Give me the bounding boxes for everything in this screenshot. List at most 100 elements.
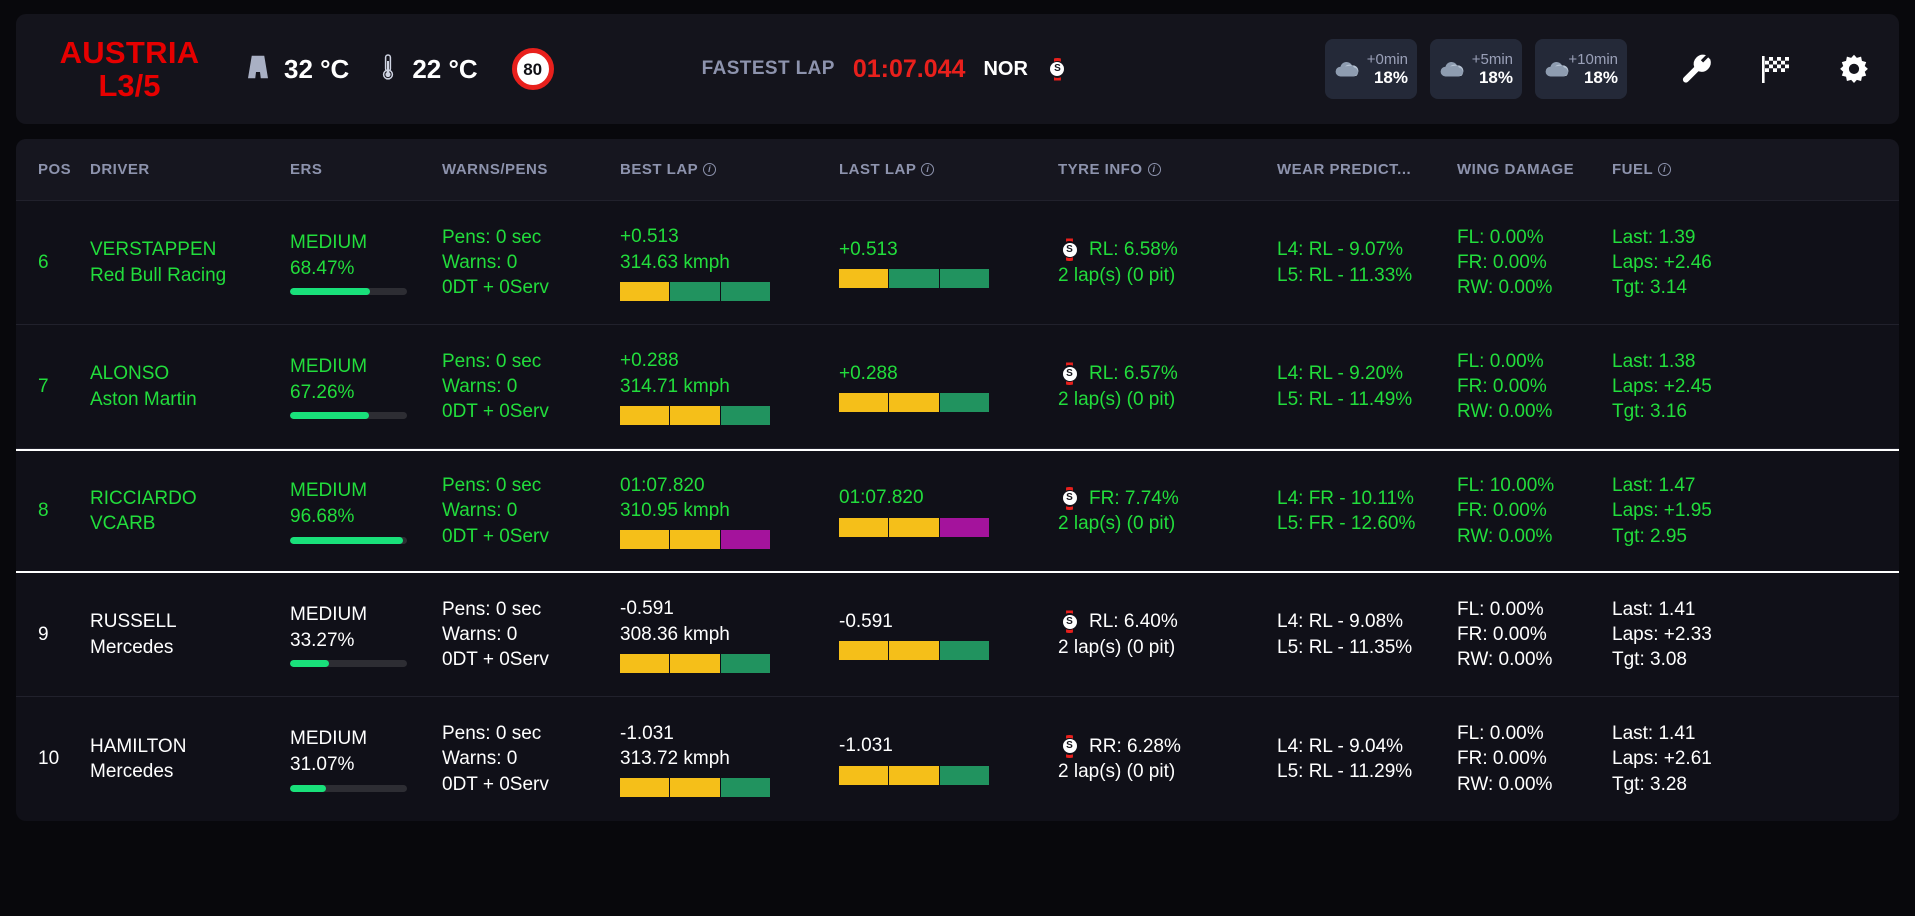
fuel-last: Last: 1.41 xyxy=(1612,723,1696,745)
ers-bar-fill xyxy=(290,288,371,296)
table-row[interactable]: 7 ALONSO Aston Martin MEDIUM 67.26% Pens… xyxy=(16,325,1899,449)
wrench-icon[interactable] xyxy=(1681,53,1713,85)
table-row[interactable]: 6 VERSTAPPEN Red Bull Racing MEDIUM 68.4… xyxy=(16,201,1899,325)
cell-last-lap: -1.031 xyxy=(839,733,1058,785)
tyre-compound-icon: S xyxy=(1058,487,1081,510)
fuel-target: Tgt: 2.95 xyxy=(1612,525,1687,547)
weather-card[interactable]: +10min 18% xyxy=(1535,39,1627,99)
cell-driver: HAMILTON Mercedes xyxy=(90,734,290,784)
tyre-laps-value: 2 lap(s) (0 pit) xyxy=(1058,761,1176,782)
wing-damage-fr: FR: 0.00% xyxy=(1457,375,1547,397)
cell-tyre-info: S RL: 6.57% 2 lap(s) (0 pit) xyxy=(1058,361,1277,411)
cell-best-lap: 01:07.820 310.95 kmph xyxy=(620,473,839,550)
tyre-wear-line: S RR: 6.28% xyxy=(1058,734,1277,759)
table-row[interactable]: 9 RUSSELL Mercedes MEDIUM 33.27% Pens: 0… xyxy=(16,573,1899,697)
position-value: 9 xyxy=(38,623,49,645)
last-lap-time: 01:07.820 xyxy=(839,487,924,509)
ers-percent: 68.47% xyxy=(290,257,355,279)
cell-driver: ALONSO Aston Martin xyxy=(90,361,290,411)
weather-card[interactable]: +0min 18% xyxy=(1325,39,1417,99)
ers-compound: MEDIUM xyxy=(290,480,368,502)
weather-time: +5min xyxy=(1471,50,1513,68)
ers-percent: 96.68% xyxy=(290,506,355,527)
cell-tyre-info: S RL: 6.40% 2 lap(s) (0 pit) xyxy=(1058,609,1277,659)
sector-segment xyxy=(939,393,989,413)
info-icon[interactable]: i xyxy=(703,163,717,176)
best-lap-speed: 314.63 kmph xyxy=(620,251,730,273)
standings-table: POS DRIVER ERS WARNS/PENS BEST LAP i LAST… xyxy=(16,139,1899,821)
wear-prediction-l5: L5: RL - 11.49% xyxy=(1277,388,1413,410)
weather-chance: 18% xyxy=(1478,67,1513,87)
sector-segment xyxy=(889,269,939,289)
column-label: ERS xyxy=(290,161,323,178)
weather-chance: 18% xyxy=(1583,67,1618,87)
sector-segment xyxy=(889,765,939,785)
info-icon[interactable]: i xyxy=(1147,163,1161,176)
sector-bars xyxy=(620,281,770,301)
sector-segment xyxy=(939,641,989,661)
sector-segment xyxy=(670,778,720,798)
tyre-compound-icon: S xyxy=(1058,610,1081,633)
cell-warns-pens: Pens: 0 sec Warns: 0 0DT + 0Serv xyxy=(442,597,620,672)
sector-segment xyxy=(620,653,670,673)
table-row[interactable]: 8 RICCIARDO VCARB MEDIUM 96.68% Pens: 0 … xyxy=(16,449,1899,573)
last-lap-time: -1.031 xyxy=(839,735,893,757)
sector-bars xyxy=(839,765,989,785)
cell-wear-prediction: L4: RL - 9.07% L5: RL - 11.33% xyxy=(1277,237,1457,287)
tyre-wear-line: S FR: 7.74% xyxy=(1058,486,1277,511)
wear-prediction-l4: L4: RL - 9.20% xyxy=(1277,363,1404,385)
cell-fuel: Last: 1.41 Laps: +2.33 Tgt: 3.08 xyxy=(1612,597,1762,672)
table-row[interactable]: 10 HAMILTON Mercedes MEDIUM 31.07% Pens:… xyxy=(16,697,1899,821)
sector-bars xyxy=(839,393,989,413)
sector-segment xyxy=(670,530,720,550)
ers-bar xyxy=(290,288,407,296)
sector-bars xyxy=(620,530,770,550)
cell-wing-damage: FL: 0.00% FR: 0.00% RW: 0.00% xyxy=(1457,721,1612,796)
warnings-value: Warns: 0 xyxy=(442,748,518,770)
weather-card[interactable]: +5min 18% xyxy=(1430,39,1522,99)
gear-icon[interactable] xyxy=(1837,53,1869,85)
speed-limit-value: 80 xyxy=(523,59,543,79)
column-header-warns: WARNS/PENS xyxy=(442,161,620,178)
ers-compound: MEDIUM xyxy=(290,355,368,377)
cell-position: 9 xyxy=(16,624,90,646)
wear-prediction-l5: L5: FR - 12.60% xyxy=(1277,513,1416,534)
warnings-value: Warns: 0 xyxy=(442,251,518,273)
sector-segment xyxy=(939,269,989,289)
header-actions xyxy=(1681,53,1869,85)
column-header-driver: DRIVER xyxy=(90,161,290,178)
checkered-flag-icon[interactable] xyxy=(1759,53,1791,85)
wing-damage-rw: RW: 0.00% xyxy=(1457,277,1553,299)
info-icon[interactable]: i xyxy=(921,163,935,176)
cell-driver: VERSTAPPEN Red Bull Racing xyxy=(90,237,290,287)
weather-time: +0min xyxy=(1366,50,1408,68)
column-header-pos: POS xyxy=(16,161,90,178)
sector-segment xyxy=(839,641,889,661)
cloud-icon xyxy=(1543,59,1571,79)
fuel-laps: Laps: +2.33 xyxy=(1612,623,1712,645)
cell-tyre-info: S RL: 6.58% 2 lap(s) (0 pit) xyxy=(1058,237,1277,287)
ers-percent: 67.26% xyxy=(290,381,355,403)
tyre-compound-letter: S xyxy=(1062,366,1077,381)
wing-damage-fl: FL: 10.00% xyxy=(1457,475,1555,497)
column-label: WEAR PREDICT... xyxy=(1277,161,1412,178)
tyre-wear-value: RR: 6.28% xyxy=(1089,735,1181,757)
last-lap-time: -0.591 xyxy=(839,610,893,632)
sector-segment xyxy=(620,778,670,798)
sector-segment xyxy=(889,641,939,661)
fuel-laps: Laps: +2.45 xyxy=(1612,375,1712,397)
fuel-target: Tgt: 3.16 xyxy=(1612,401,1687,423)
penalties-value: Pens: 0 sec xyxy=(442,475,542,497)
fastest-lap-driver: NOR xyxy=(983,57,1028,80)
info-icon[interactable]: i xyxy=(1658,163,1672,176)
best-lap-time: -1.031 xyxy=(620,722,674,744)
track-temperature: 32 °C xyxy=(243,52,349,87)
serve-value: 0DT + 0Serv xyxy=(442,525,549,547)
cell-ers: MEDIUM 31.07% xyxy=(290,726,442,792)
driver-name: VERSTAPPEN xyxy=(90,239,217,261)
tyre-compound-letter: S xyxy=(1062,614,1077,629)
tyre-compound-icon: S xyxy=(1046,58,1069,81)
sector-segment xyxy=(839,393,889,413)
ers-compound: MEDIUM xyxy=(290,603,368,625)
